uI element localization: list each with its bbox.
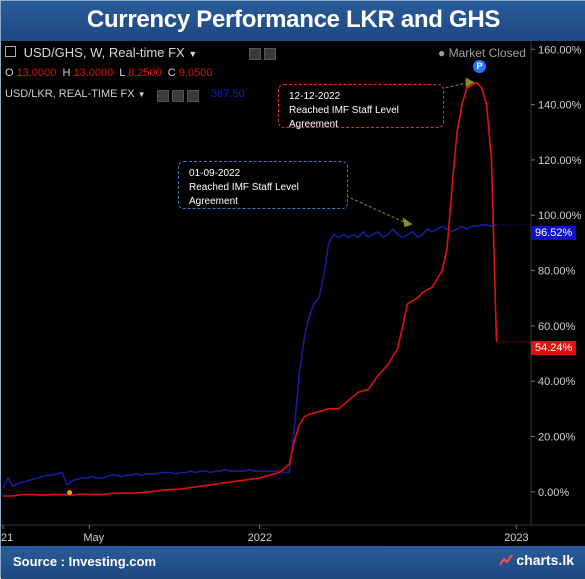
annotation-ghs-date: 12-12-2022 (289, 91, 341, 102)
ohlc-open: 13.0000 (16, 67, 57, 79)
market-status-dot-icon: ● (438, 46, 446, 60)
axis-layer: 0.00% 20.00% 40.00% 60.00% 80.00% 100.00% 120.… (1, 41, 585, 544)
annotation-lkr: 01-09-2022 Reached IMF Staff Level Agree… (178, 161, 348, 209)
pair-2-dropdown-icon[interactable]: ▼ (137, 90, 146, 99)
y-tick-label: 120.00% (538, 155, 582, 167)
pair-2-value: 367.50 (211, 88, 245, 100)
legend-row-1: USD/GHS, W, Real-time FX ▼ (5, 45, 197, 60)
annotation-lkr-arrowhead (402, 217, 413, 228)
y-tick-label: 40.00% (538, 376, 576, 388)
page-title: Currency Performance LKR and GHS (86, 6, 501, 33)
y-tick-label: 80.00% (538, 266, 576, 278)
title-bar: Currency Performance LKR and GHS (1, 1, 585, 43)
pair-1-label[interactable]: USD/GHS, W, Real-time FX (23, 45, 185, 60)
x-tick-label: 2023 (504, 532, 528, 544)
ohlc-close: 9.0500 (178, 67, 213, 79)
market-status-text: Market Closed (448, 46, 526, 60)
ghs-price-tag: 54.24% (531, 341, 577, 355)
series-line-usd-ghs (3, 81, 498, 497)
pair-2-label[interactable]: USD/LKR, REAL-TIME FX (5, 88, 135, 100)
annotation-lkr-arrow (345, 195, 405, 223)
y-tick-label: 140.00% (538, 100, 582, 112)
chart-plot: 0.00% 20.00% 40.00% 60.00% 80.00% 100.00% 120.… (1, 41, 585, 544)
y-tick-label: 160.00% (538, 44, 582, 56)
chart-panel: 0.00% 20.00% 40.00% 60.00% 80.00% 100.00% 120.… (1, 41, 585, 546)
marker-layer (67, 224, 531, 496)
collapse-icon[interactable] (5, 46, 16, 57)
legend-row-2: USD/LKR, REAL-TIME FX ▼ (5, 88, 146, 100)
y-tick-label: 100.00% (538, 210, 582, 222)
lkr-price-tag: 96.52% (531, 226, 577, 240)
market-status: ● Market Closed (438, 46, 526, 60)
pair-2-settings-icon[interactable] (172, 90, 184, 102)
series-layer (2, 81, 498, 497)
event-marker-icon[interactable] (67, 490, 73, 496)
x-tick-label: 2022 (248, 532, 272, 544)
ohlc-low: 8.2500 (128, 67, 162, 79)
annotation-ghs-arrowhead (465, 77, 475, 88)
pair-2-visibility-icon[interactable] (157, 90, 169, 102)
source-label: Source : Investing.com (13, 554, 157, 569)
pair-1-dropdown-icon[interactable]: ▼ (188, 49, 198, 59)
ohlc-row: O 13.0000 H 13.0000 L 8.2500 C 9.0500 (5, 67, 213, 79)
annotation-lkr-text: Reached IMF Staff Level Agreement (189, 182, 299, 207)
ohlc-high: 13.0000 (73, 67, 114, 79)
brand-chart-icon (499, 554, 514, 566)
x-tick-label: 21 (1, 532, 13, 544)
badge-p-icon[interactable]: P (473, 60, 486, 73)
y-tick-label: 20.00% (538, 431, 576, 443)
y-tick-label: 0.00% (538, 487, 569, 499)
pair-2-close-icon[interactable] (187, 90, 199, 102)
annotation-ghs-text: Reached IMF Staff Level Agreement (289, 105, 399, 130)
annotation-ghs: 12-12-2022 Reached IMF Staff Level Agree… (278, 84, 444, 130)
annotation-lkr-date: 01-09-2022 (189, 168, 241, 179)
settings-icon[interactable] (249, 48, 261, 60)
y-tick-label: 60.00% (538, 321, 576, 333)
visibility-icon[interactable] (264, 48, 276, 60)
brand-label: charts.lk (499, 552, 574, 568)
x-tick-label: May (83, 532, 104, 544)
footer-bar: Source : Investing.com charts.lk (1, 546, 585, 579)
series-line-usd-lkr (2, 224, 497, 489)
